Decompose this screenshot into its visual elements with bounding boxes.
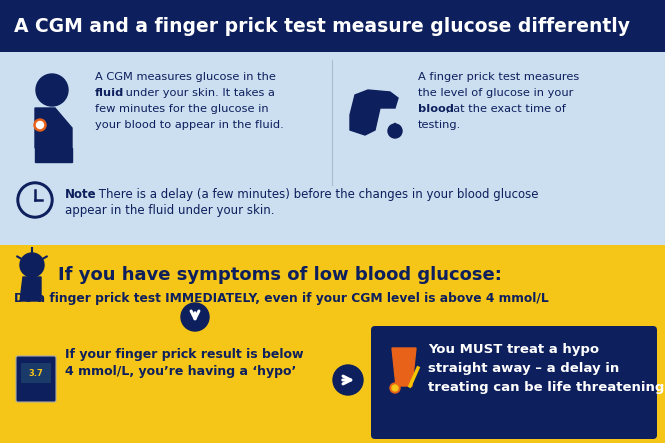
Text: Do a finger prick test IMMEDIATELY, even if your CGM level is above 4 mmol/L: Do a finger prick test IMMEDIATELY, even…: [14, 292, 549, 305]
FancyBboxPatch shape: [371, 326, 657, 439]
Polygon shape: [350, 90, 398, 135]
Polygon shape: [392, 348, 416, 386]
Text: If your finger prick result is below: If your finger prick result is below: [65, 348, 303, 361]
Circle shape: [390, 383, 400, 393]
Circle shape: [392, 385, 398, 391]
Circle shape: [17, 182, 53, 218]
Text: blood: blood: [418, 104, 454, 114]
Circle shape: [20, 185, 50, 215]
Text: few minutes for the glucose in: few minutes for the glucose in: [95, 104, 269, 114]
Text: 3.7: 3.7: [29, 369, 43, 377]
Text: 4 mmol/L, you’re having a ‘hypo’: 4 mmol/L, you’re having a ‘hypo’: [65, 365, 296, 378]
Circle shape: [181, 303, 209, 331]
Text: Note: Note: [65, 188, 96, 201]
Text: testing.: testing.: [418, 120, 462, 130]
Text: fluid: fluid: [95, 88, 124, 98]
Text: your blood to appear in the fluid.: your blood to appear in the fluid.: [95, 120, 284, 130]
Text: A CGM measures glucose in the: A CGM measures glucose in the: [95, 72, 276, 82]
Circle shape: [37, 121, 43, 128]
Text: You MUST treat a hypo: You MUST treat a hypo: [428, 343, 599, 356]
Circle shape: [36, 74, 68, 106]
Circle shape: [333, 365, 363, 395]
Text: treating can be life threatening: treating can be life threatening: [428, 381, 664, 394]
Text: A CGM and a finger prick test measure glucose differently: A CGM and a finger prick test measure gl…: [14, 16, 630, 35]
Polygon shape: [35, 108, 72, 148]
Polygon shape: [35, 148, 72, 162]
FancyBboxPatch shape: [0, 0, 665, 52]
FancyBboxPatch shape: [16, 356, 56, 402]
FancyBboxPatch shape: [0, 245, 665, 443]
Polygon shape: [391, 123, 399, 133]
FancyBboxPatch shape: [21, 363, 51, 383]
Text: under your skin. It takes a: under your skin. It takes a: [122, 88, 275, 98]
Circle shape: [388, 124, 402, 138]
Text: : There is a delay (a few minutes) before the changes in your blood glucose: : There is a delay (a few minutes) befor…: [91, 188, 539, 201]
FancyBboxPatch shape: [0, 52, 665, 245]
Text: the level of glucose in your: the level of glucose in your: [418, 88, 573, 98]
Text: If you have symptoms of low blood glucose:: If you have symptoms of low blood glucos…: [58, 266, 502, 284]
Circle shape: [20, 253, 44, 277]
Text: straight away – a delay in: straight away – a delay in: [428, 362, 619, 375]
Polygon shape: [20, 277, 41, 301]
Text: A finger prick test measures: A finger prick test measures: [418, 72, 579, 82]
Text: , at the exact time of: , at the exact time of: [446, 104, 566, 114]
Text: appear in the fluid under your skin.: appear in the fluid under your skin.: [65, 204, 275, 217]
Circle shape: [34, 119, 46, 131]
